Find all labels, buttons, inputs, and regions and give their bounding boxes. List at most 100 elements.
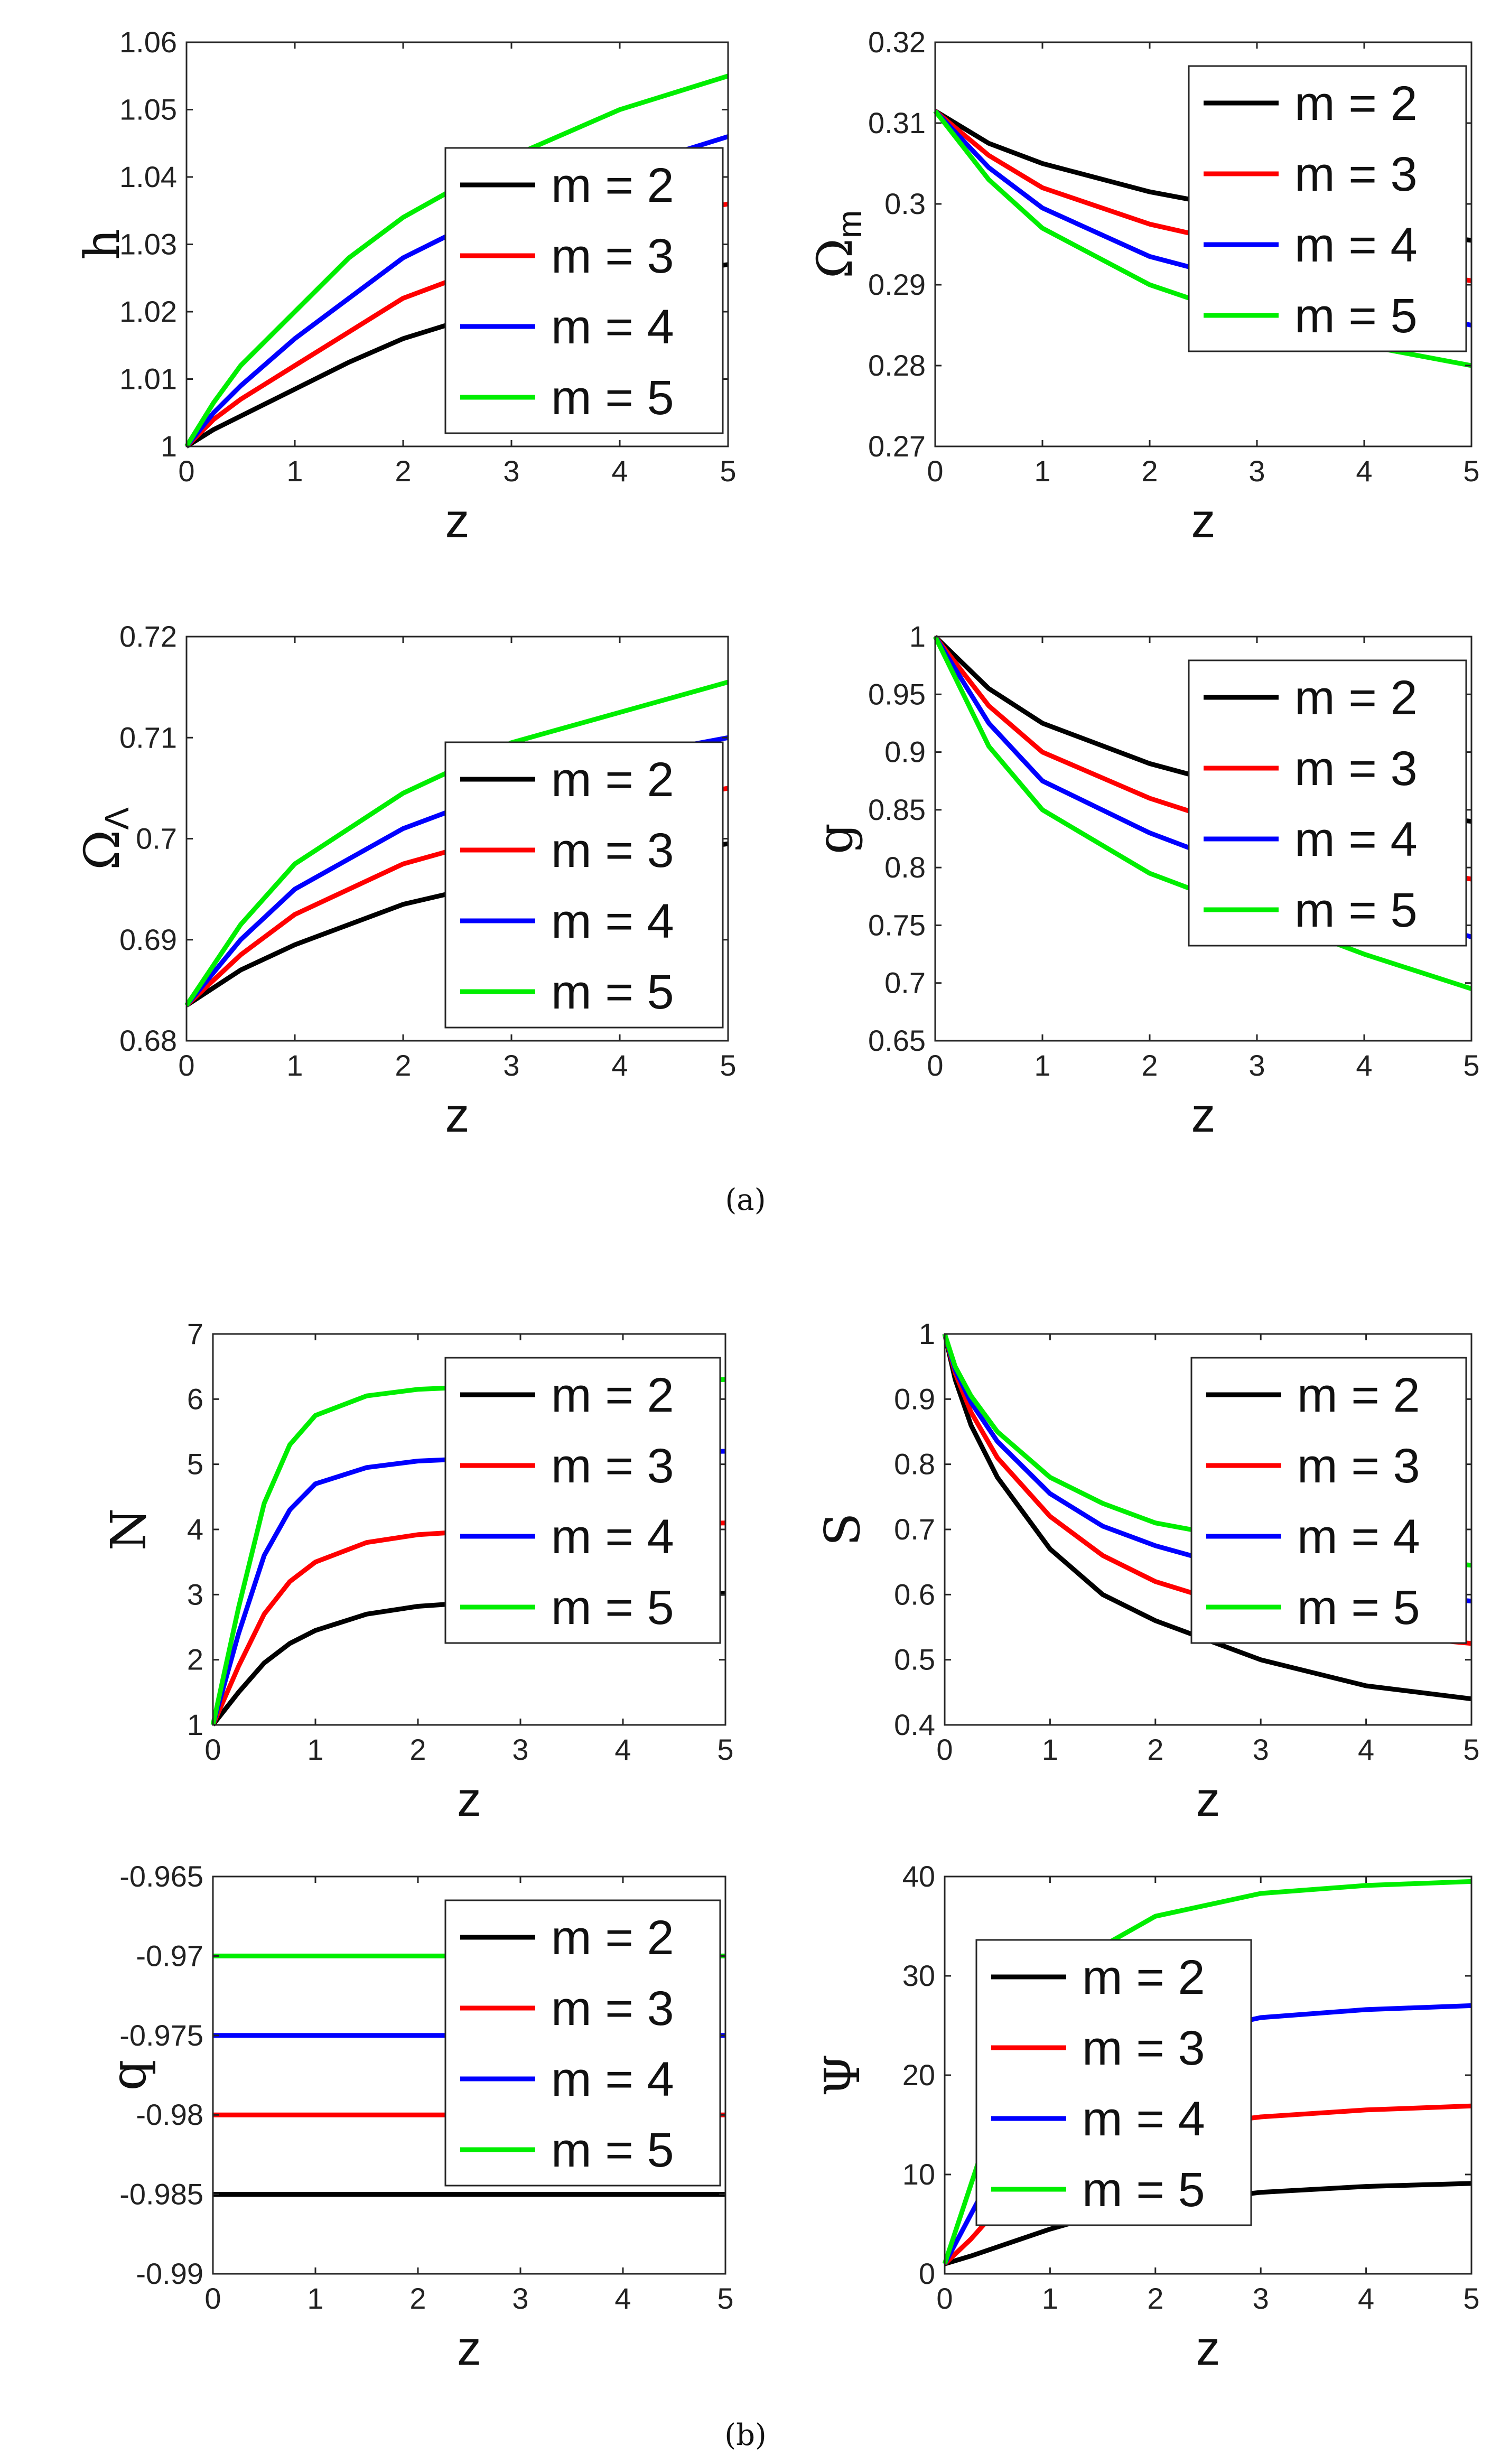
x-tick-label: 0 xyxy=(178,1049,194,1082)
legend-label: m = 4 xyxy=(1297,1510,1420,1564)
y-tick-label: 1.02 xyxy=(119,295,177,328)
x-tick-label: 2 xyxy=(395,454,411,488)
legend-label: m = 5 xyxy=(551,1581,674,1635)
legend-label: m = 2 xyxy=(1294,77,1418,130)
x-axis-label: z xyxy=(1196,2321,1220,2375)
y-tick-label: 0.4 xyxy=(894,1708,935,1741)
caption-b: (b) xyxy=(724,2418,767,2452)
x-tick-label: 1 xyxy=(1034,1049,1050,1082)
y-tick-label: -0.99 xyxy=(136,2257,203,2290)
y-tick-label: 1.01 xyxy=(119,362,177,396)
x-tick-label: 4 xyxy=(1356,454,1372,488)
legend-label: m = 3 xyxy=(1297,1439,1420,1493)
legend-label: m = 3 xyxy=(551,1439,674,1493)
x-tick-label: 1 xyxy=(1034,454,1050,488)
y-tick-label: 0.95 xyxy=(868,677,926,711)
x-tick-label: 0 xyxy=(936,1733,953,1766)
x-tick-label: 5 xyxy=(717,1733,733,1766)
y-tick-label: 0.85 xyxy=(868,793,926,826)
legend-label: m = 4 xyxy=(551,1510,674,1564)
y-tick-label: 0.32 xyxy=(868,25,926,59)
x-tick-label: 0 xyxy=(204,2282,221,2315)
x-tick-label: 5 xyxy=(1463,2282,1479,2315)
y-tick-label: 0.8 xyxy=(884,851,926,884)
caption-a: (a) xyxy=(725,1183,766,1217)
y-tick-label: -0.985 xyxy=(119,2178,203,2211)
y-axis-label: S xyxy=(814,1513,871,1546)
y-tick-label: 0.6 xyxy=(894,1578,935,1611)
legend: m = 2 m = 3 m = 4 m = 5 xyxy=(444,1357,721,1644)
y-tick-label: 30 xyxy=(902,1959,935,1992)
y-tick-label: -0.965 xyxy=(119,1860,203,1893)
legend-label: m = 5 xyxy=(551,2123,674,2177)
y-tick-label: 0.71 xyxy=(119,721,177,754)
series-line-m5 xyxy=(184,73,729,448)
series-line-m5 xyxy=(933,636,1473,991)
x-tick-label: 1 xyxy=(307,2282,323,2315)
axes-frame xyxy=(934,636,1473,1042)
legend-label: m = 3 xyxy=(1294,742,1418,796)
legend-label: m = 2 xyxy=(551,1368,674,1422)
legend-label: m = 5 xyxy=(1294,289,1418,343)
y-tick-label: 0.7 xyxy=(894,1513,935,1546)
legend: m = 2 m = 3 m = 4 m = 5 xyxy=(444,741,724,1029)
y-tick-label: 0.75 xyxy=(868,908,926,941)
x-tick-label: 3 xyxy=(1248,454,1265,488)
x-tick-label: 1 xyxy=(307,1733,323,1766)
y-tick-label: -0.97 xyxy=(136,1939,203,1972)
x-tick-label: 0 xyxy=(936,2282,953,2315)
legend: m = 2 m = 3 m = 4 m = 5 xyxy=(1188,65,1467,352)
x-tick-label: 0 xyxy=(204,1733,221,1766)
y-tick-label: 0.8 xyxy=(894,1448,935,1481)
x-tick-label: 5 xyxy=(1463,454,1479,488)
legend-label: m = 4 xyxy=(1294,218,1418,272)
x-tick-label: 2 xyxy=(1141,454,1158,488)
x-tick-label: 5 xyxy=(1463,1049,1479,1082)
x-axis-label: z xyxy=(457,1772,481,1826)
y-tick-label: -0.975 xyxy=(119,2019,203,2052)
y-tick-label: 1.04 xyxy=(119,160,177,193)
legend: m = 2 m = 3 m = 4 m = 5 xyxy=(1188,659,1467,947)
series-line-m5 xyxy=(184,679,729,1007)
x-tick-label: 0 xyxy=(927,454,943,488)
legend-label: m = 4 xyxy=(551,300,674,354)
x-axis-label: z xyxy=(445,1088,470,1142)
y-tick-label: 0.31 xyxy=(868,106,926,139)
legend-label: m = 2 xyxy=(551,1911,674,1965)
legend-label: m = 2 xyxy=(551,158,674,212)
y-tick-label: 10 xyxy=(902,2158,935,2191)
x-tick-label: 5 xyxy=(720,454,736,488)
y-axis-label: g xyxy=(807,823,863,854)
x-tick-label: 4 xyxy=(1358,1733,1374,1766)
y-tick-label: 0.9 xyxy=(894,1382,935,1415)
y-tick-label: 0.29 xyxy=(868,268,926,301)
x-tick-label: 3 xyxy=(512,2282,528,2315)
y-tick-label: 0.28 xyxy=(868,349,926,382)
chart-q: 0 1 2 3 4 5 -0.99 -0.985 -0.98 -0.975 -0.97 -0.965 z… xyxy=(100,1860,734,2375)
y-tick-label: 1.05 xyxy=(119,93,177,126)
y-axis-label: h xyxy=(74,229,131,260)
legend-label: m = 5 xyxy=(551,965,674,1019)
legend-label: m = 5 xyxy=(1294,883,1418,937)
y-tick-label: 0.72 xyxy=(119,620,177,653)
y-tick-label: 0.69 xyxy=(119,923,177,956)
x-tick-label: 5 xyxy=(1463,1733,1479,1766)
x-tick-label: 3 xyxy=(1253,1733,1269,1766)
legend-label: m = 2 xyxy=(1297,1368,1420,1422)
legend-box xyxy=(1188,659,1467,947)
y-tick-label: 5 xyxy=(187,1448,203,1481)
x-tick-label: 1 xyxy=(1042,1733,1058,1766)
y-axis-label: q xyxy=(100,2060,157,2091)
legend-label: m = 3 xyxy=(1082,2021,1205,2075)
legend-box xyxy=(444,1899,721,2187)
x-axis-label: z xyxy=(1191,494,1216,548)
y-tick-label: 3 xyxy=(187,1578,203,1611)
x-tick-label: 0 xyxy=(178,454,194,488)
legend-label: m = 4 xyxy=(551,2052,674,2106)
y-tick-label: 0 xyxy=(919,2257,935,2290)
x-tick-label: 3 xyxy=(1253,2282,1269,2315)
legend-label: m = 5 xyxy=(1082,2163,1205,2217)
